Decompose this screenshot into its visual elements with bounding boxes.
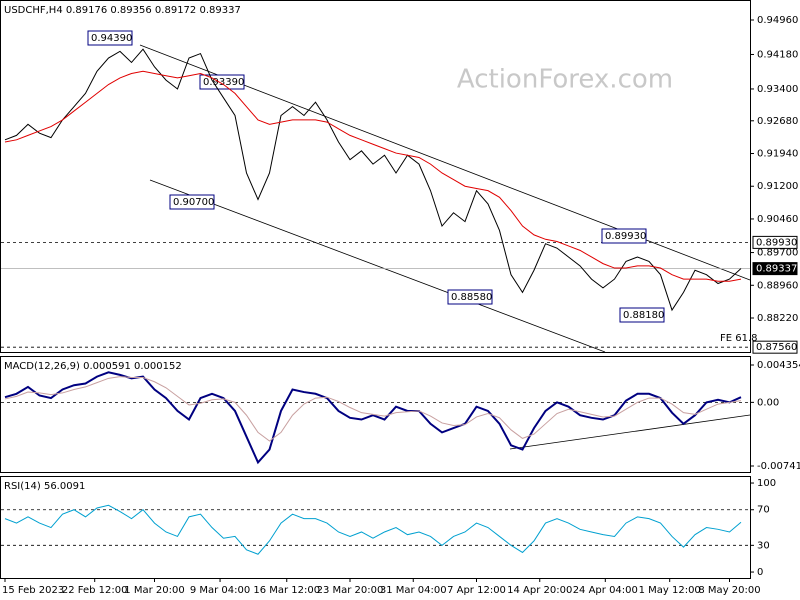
x-tick-label: 14 Apr 20:00 (507, 585, 572, 596)
annotation: 0.88580 (451, 292, 492, 303)
y-tick-label: 0.94960 (757, 15, 798, 26)
panel-title: MACD(12,26,9) 0.000591 0.000152 (4, 361, 182, 372)
series-line (4, 371, 742, 465)
y-tick-label: 100 (757, 478, 776, 489)
annotation-box (447, 289, 493, 305)
x-tick-label: 31 Mar 04:00 (380, 585, 447, 596)
y-tick-label: 0.91940 (757, 149, 798, 160)
y-tick-label: 0.004354 (757, 360, 800, 371)
annotation-box (87, 30, 133, 46)
y-tick-label: 70 (757, 505, 770, 516)
y-tick-label: -0.007417 (757, 461, 800, 472)
x-tick-label: 16 Mar 12:00 (253, 585, 320, 596)
annotation-box (601, 228, 647, 244)
x-tick-label: 22 Feb 12:00 (62, 585, 128, 596)
x-tick-label: 1 Mar 20:00 (124, 585, 184, 596)
annotation: 0.88180 (623, 310, 664, 321)
annotation: 0.90700 (173, 197, 214, 208)
watermark: ActionForex.com (457, 65, 673, 95)
price-panel (0, 0, 751, 353)
x-tick-label: 1 May 12:00 (639, 585, 701, 596)
level-box (752, 340, 798, 354)
channel-lower (149, 179, 606, 353)
macd-panel (0, 356, 751, 473)
x-tick-label: 8 May 20:00 (698, 585, 760, 596)
annotation: 0.93390 (203, 77, 244, 88)
level-box (752, 235, 798, 249)
annotation: 0.89930 (605, 231, 646, 242)
y-tick-label: 30 (757, 540, 770, 551)
y-tick-label: 0.88220 (757, 313, 798, 324)
level-label: 0.89930 (756, 237, 797, 248)
annotation: FE 61.8 (720, 333, 758, 344)
annotation-box (619, 307, 665, 323)
x-tick-label: 7 Apr 12:00 (447, 585, 506, 596)
annotation-box (169, 194, 215, 210)
y-tick-label: 0.88960 (757, 280, 798, 291)
panel-title: USDCHF,H4 0.89176 0.89356 0.89172 0.8933… (4, 5, 241, 16)
series-line (4, 70, 742, 282)
y-tick-label: 0.91200 (757, 181, 798, 192)
macd-trendline (509, 414, 751, 450)
x-tick-label: 15 Feb 2023 (2, 585, 64, 596)
y-tick-label: 0.90460 (757, 214, 798, 225)
panel-title: RSI(14) 56.0091 (4, 481, 85, 492)
annotation: 0.94390 (91, 33, 132, 44)
level-label: 0.87560 (756, 342, 797, 353)
series-line (4, 48, 742, 312)
y-tick-label: 0.92680 (757, 116, 798, 127)
level-label: 0.89337 (756, 264, 797, 275)
rsi-panel (0, 476, 751, 579)
x-tick-label: 9 Mar 04:00 (190, 585, 250, 596)
y-tick-label: 0.89700 (757, 248, 798, 259)
series-line (4, 376, 742, 442)
y-tick-label: 0.93400 (757, 84, 798, 95)
y-tick-label: 0 (757, 567, 763, 578)
x-tick-label: 23 Mar 20:00 (317, 585, 384, 596)
level-box (752, 262, 798, 276)
x-tick-label: 24 Apr 04:00 (573, 585, 638, 596)
series-line (4, 504, 742, 555)
y-tick-label: 0.00 (757, 397, 779, 408)
y-tick-label: 0.94180 (757, 49, 798, 60)
